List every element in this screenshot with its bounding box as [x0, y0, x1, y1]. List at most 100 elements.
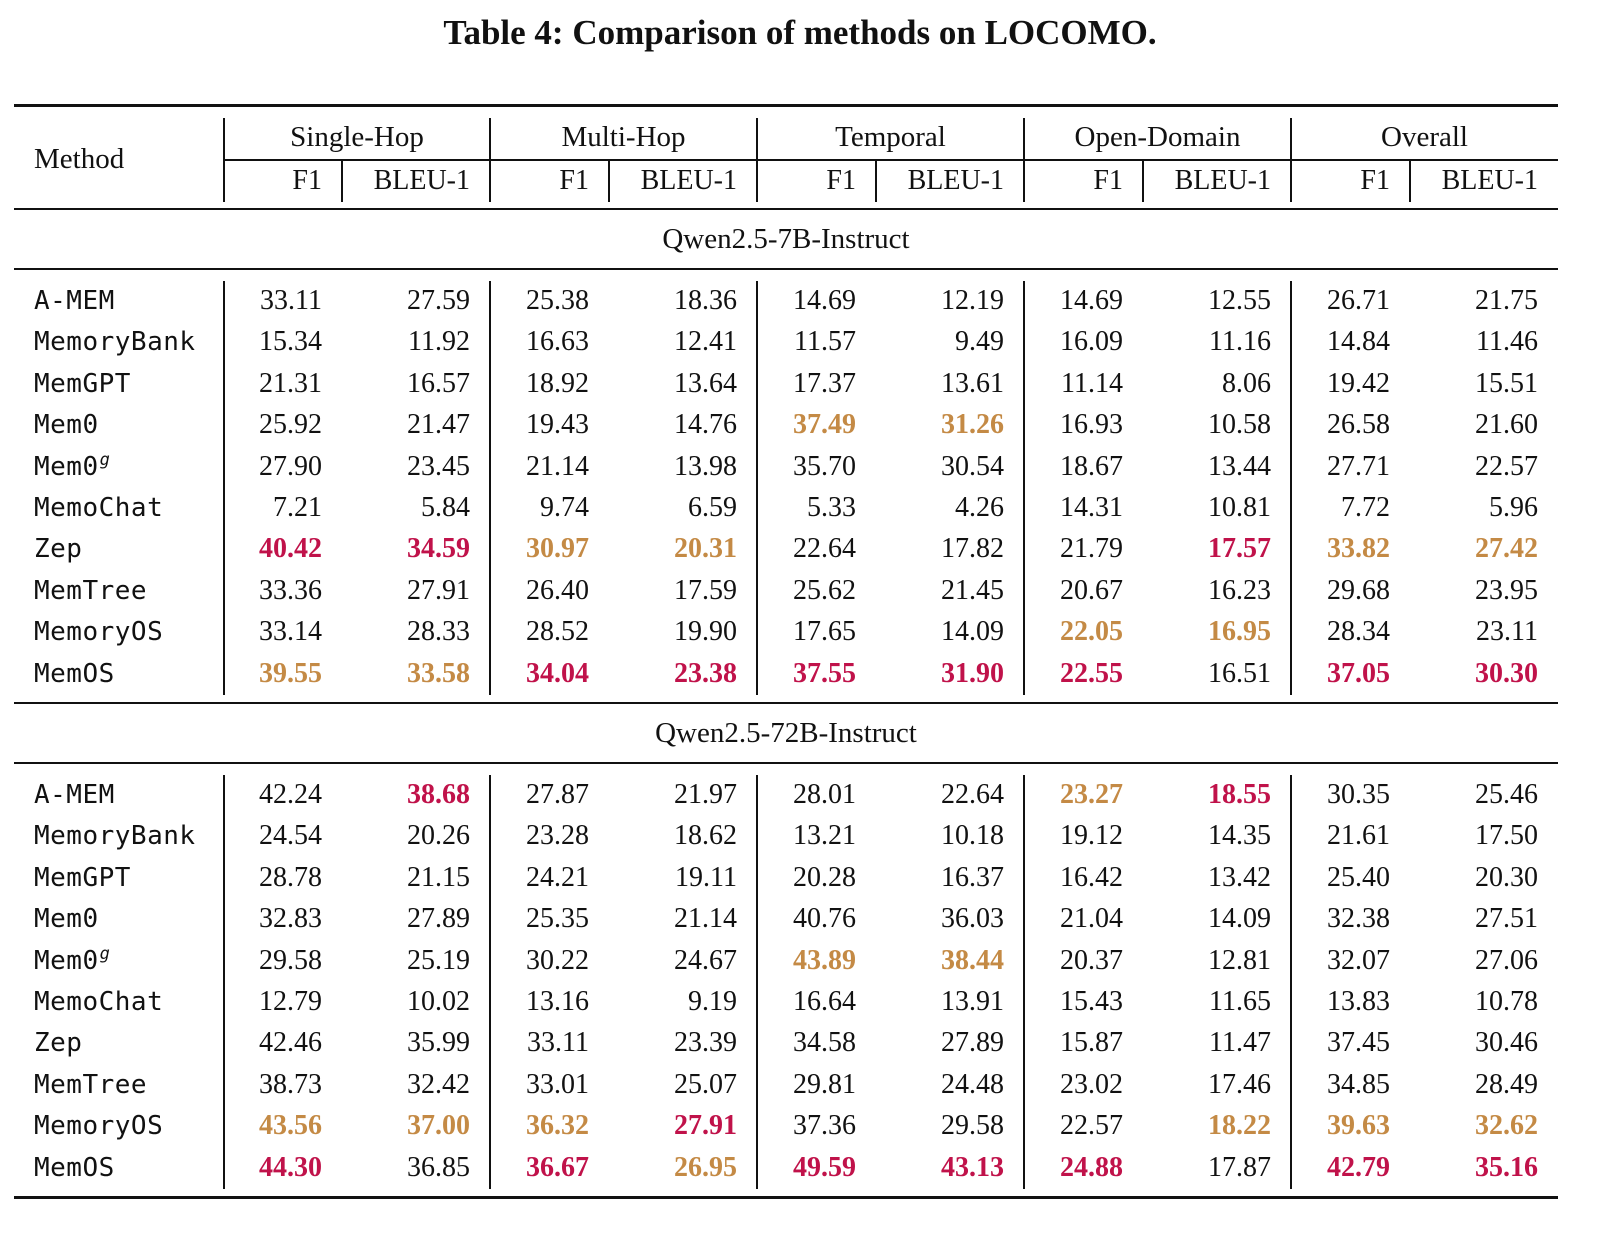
table-cell: 19.11 [675, 861, 737, 893]
table-cell: 13.61 [941, 367, 1004, 399]
table-cell: 24.48 [941, 1068, 1004, 1100]
table-cell: 18.22 [1208, 1110, 1271, 1142]
bottom-rule [14, 1196, 1558, 1199]
table-cell: 28.52 [526, 616, 589, 648]
table-cell: 10.18 [941, 820, 1004, 852]
table-cell: 20.67 [1060, 574, 1123, 606]
table-cell: 40.76 [793, 903, 856, 935]
metric-header: F1 [559, 165, 589, 196]
method-label: Mem0 [34, 410, 99, 441]
column-divider [489, 118, 491, 202]
table-cell: 26.95 [674, 1151, 737, 1183]
table-cell: 19.43 [526, 409, 589, 441]
method-label: MemoChat [34, 987, 164, 1017]
table-cell: 21.15 [407, 861, 470, 893]
table-cell: 11.46 [1476, 326, 1538, 358]
method-name: MemOS [34, 654, 115, 694]
table-cell: 43.56 [259, 1110, 322, 1142]
table-cell: 25.40 [1327, 861, 1390, 893]
table-cell: 12.19 [941, 285, 1004, 316]
table-cell: 25.35 [526, 903, 589, 935]
table-cell: 34.04 [526, 657, 589, 689]
method-name: Zep [34, 529, 82, 569]
table-cell: 33.11 [260, 285, 322, 316]
table-cell: 8.06 [1222, 367, 1271, 399]
table-cell: 33.82 [1327, 533, 1390, 565]
metric-header: BLEU-1 [1174, 165, 1271, 196]
method-label: MemoryBank [34, 821, 196, 852]
table-cell: 36.32 [526, 1110, 589, 1142]
table-cell: 11.47 [1209, 1027, 1271, 1059]
table-cell: 36.67 [526, 1151, 589, 1183]
table-cell: 27.89 [407, 903, 470, 935]
table-cell: 16.95 [1208, 616, 1271, 648]
table-cell: 22.64 [941, 779, 1004, 810]
table-cell: 13.16 [526, 986, 589, 1017]
table-cell: 17.46 [1208, 1068, 1271, 1100]
table-cell: 21.60 [1475, 409, 1538, 441]
table-cell: 32.07 [1327, 944, 1390, 976]
table-cell: 32.83 [259, 903, 322, 935]
header-bottom-rule [14, 208, 1558, 210]
method-label: MemGPT [34, 368, 131, 399]
table-cell: 28.33 [407, 616, 470, 648]
method-label: Mem0 [34, 945, 99, 976]
table-cell: 7.72 [1341, 492, 1390, 523]
table-cell: 16.93 [1060, 409, 1123, 441]
method-name: Mem0 [34, 405, 99, 445]
column-divider [1023, 118, 1025, 202]
group-header: Multi-Hop [561, 121, 686, 153]
table-cell: 17.82 [941, 533, 1004, 565]
table-cell: 27.59 [407, 285, 470, 316]
table-cell: 12.79 [259, 986, 322, 1017]
table-cell: 37.49 [793, 409, 856, 441]
table-cell: 37.00 [407, 1110, 470, 1142]
table-cell: 26.58 [1327, 409, 1390, 441]
method-label: MemOS [34, 1152, 115, 1183]
method-name: A-MEM [34, 775, 115, 815]
table-cell: 36.85 [407, 1151, 470, 1183]
table-cell: 23.02 [1060, 1068, 1123, 1100]
table-cell: 14.69 [793, 285, 856, 316]
column-divider [1290, 118, 1292, 202]
table-cell: 20.26 [407, 820, 470, 852]
method-header: Method [34, 143, 125, 175]
method-name: MemoChat [34, 488, 163, 528]
method-label: A-MEM [34, 780, 115, 810]
table-cell: 16.63 [526, 326, 589, 358]
table-cell: 27.90 [259, 450, 322, 482]
top-rule [14, 104, 1558, 107]
table-cell: 32.62 [1475, 1110, 1538, 1142]
section-title: Qwen2.5-72B-Instruct [655, 717, 917, 749]
table-cell: 35.70 [793, 450, 856, 482]
table-cell: 33.14 [259, 616, 322, 648]
table-cell: 35.99 [407, 1027, 470, 1059]
metric-header: BLEU-1 [1441, 165, 1538, 196]
table-cell: 17.65 [793, 616, 856, 648]
table-cell: 35.16 [1475, 1151, 1538, 1183]
section-title: Qwen2.5-7B-Instruct [662, 223, 910, 255]
table-cell: 40.42 [259, 533, 322, 565]
table-cell: 37.36 [793, 1110, 856, 1142]
table-cell: 30.30 [1475, 657, 1538, 689]
table-cell: 5.84 [421, 492, 470, 523]
table-cell: 13.44 [1208, 450, 1271, 482]
table-cell: 20.31 [674, 533, 737, 565]
method-name: MemGPT [34, 364, 131, 404]
table-cell: 22.64 [793, 533, 856, 565]
table-cell: 25.62 [793, 574, 856, 606]
table-cell: 30.35 [1327, 779, 1390, 810]
group-header: Open-Domain [1074, 121, 1241, 153]
table-cell: 15.51 [1475, 367, 1538, 399]
table-cell: 14.84 [1327, 326, 1390, 358]
table-cell: 13.21 [793, 820, 856, 852]
table-cell: 22.05 [1060, 616, 1123, 648]
table-cell: 38.44 [941, 944, 1004, 976]
table-cell: 20.37 [1060, 944, 1123, 976]
column-divider [223, 118, 225, 202]
table-cell: 21.61 [1327, 820, 1390, 852]
table-cell: 27.89 [941, 1027, 1004, 1059]
method-name: MemoChat [34, 982, 163, 1022]
table-cell: 23.45 [407, 450, 470, 482]
table-cell: 14.09 [1208, 903, 1271, 935]
